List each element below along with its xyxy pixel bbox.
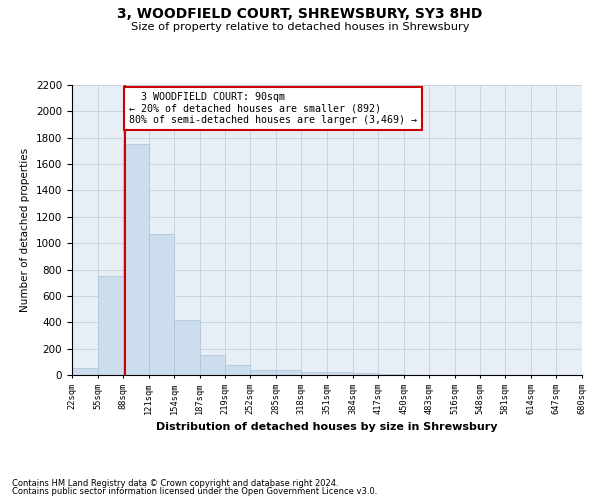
Bar bbox=[98, 276, 123, 375]
Text: Contains HM Land Registry data © Crown copyright and database right 2024.: Contains HM Land Registry data © Crown c… bbox=[12, 478, 338, 488]
Bar bbox=[378, 374, 404, 375]
Text: Distribution of detached houses by size in Shrewsbury: Distribution of detached houses by size … bbox=[156, 422, 498, 432]
Bar bbox=[200, 354, 226, 375]
Text: 3, WOODFIELD COURT, SHREWSBURY, SY3 8HD: 3, WOODFIELD COURT, SHREWSBURY, SY3 8HD bbox=[118, 8, 482, 22]
Bar bbox=[224, 365, 250, 375]
Bar bbox=[353, 373, 378, 375]
Text: Contains public sector information licensed under the Open Government Licence v3: Contains public sector information licen… bbox=[12, 487, 377, 496]
Bar bbox=[327, 372, 353, 375]
Bar bbox=[72, 368, 98, 375]
Bar bbox=[123, 144, 149, 375]
Y-axis label: Number of detached properties: Number of detached properties bbox=[20, 148, 31, 312]
Bar bbox=[276, 370, 301, 375]
Text: 3 WOODFIELD COURT: 90sqm
← 20% of detached houses are smaller (892)
80% of semi-: 3 WOODFIELD COURT: 90sqm ← 20% of detach… bbox=[130, 92, 418, 125]
Bar bbox=[301, 372, 327, 375]
Bar bbox=[149, 234, 175, 375]
Bar bbox=[250, 370, 276, 375]
Bar bbox=[175, 320, 200, 375]
Text: Size of property relative to detached houses in Shrewsbury: Size of property relative to detached ho… bbox=[131, 22, 469, 32]
